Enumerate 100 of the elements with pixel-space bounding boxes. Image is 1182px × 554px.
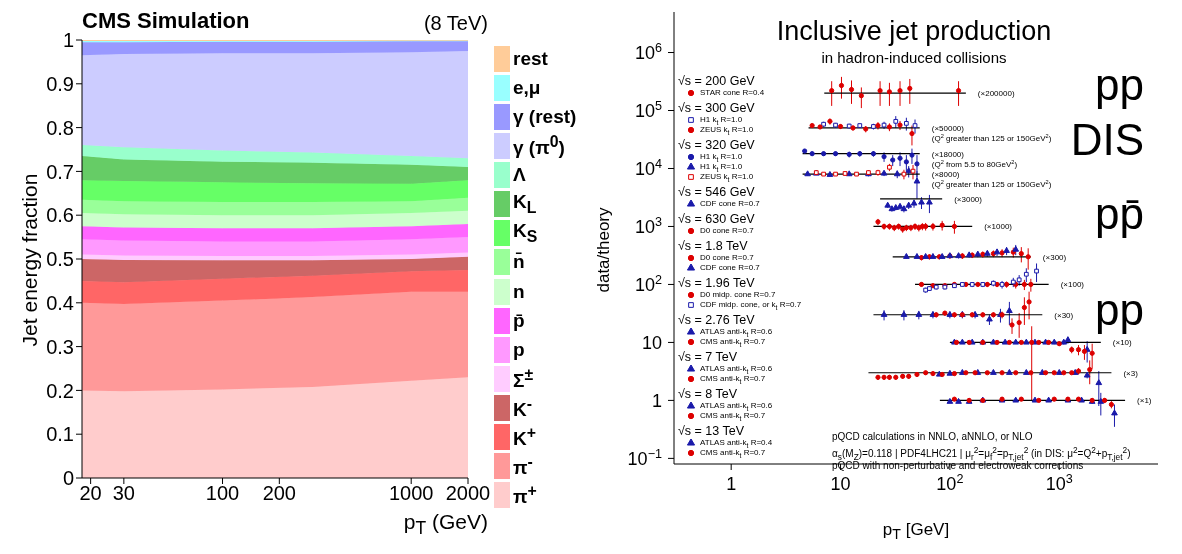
- annotation: (×100): [1060, 280, 1085, 290]
- x-tick-label: 30: [112, 482, 135, 505]
- legend-label: CDF cone R=0.7: [700, 263, 760, 272]
- annotation: (×200000): [977, 89, 1015, 99]
- y-tick-label: 0.2: [46, 379, 74, 402]
- annotation: (×3000): [954, 194, 983, 204]
- x-axis-title: p$_{T}$ [GeV]: [882, 520, 950, 543]
- legend-label: CMS anti-k$_{t}$ R=0.7: [700, 374, 766, 385]
- legend-label: CDF midp. cone, or k$_{t}$ R=0.7: [700, 300, 802, 311]
- annotation: √s = 1.8 TeV: [678, 239, 748, 253]
- y-tick-label: 0.6: [46, 204, 74, 227]
- y-tick-label: 0.5: [46, 248, 74, 271]
- legend-label: rest: [513, 48, 548, 70]
- annotation: (×30): [1054, 310, 1074, 320]
- x-tick-label: 10$^{3}$: [1045, 472, 1073, 494]
- y-tick-label: 10: [641, 332, 662, 353]
- chart-title: CMS Simulation: [82, 8, 250, 33]
- legend-label: K$_{L}$: [513, 191, 537, 218]
- annotation: (×18000) (Q$^{2}$ from 5.5 to 80GeV$^{2}$): [931, 149, 1018, 169]
- annotation: √s = 546 GeV: [678, 185, 755, 199]
- legend-label: ATLAS anti-k$_{t}$ R=0.6: [700, 401, 773, 412]
- legend-label: p: [513, 338, 525, 361]
- annotation: DIS: [1070, 115, 1144, 164]
- y-tick-label: 0.9: [46, 72, 74, 95]
- annotation: (×10): [1112, 338, 1133, 348]
- legend-label: CMS anti-k$_{t}$ R=0.7: [700, 411, 766, 422]
- x-tick-label: 20: [79, 482, 102, 505]
- annotation: √s = 13 TeV: [678, 424, 745, 438]
- x-tick-label: 100: [205, 482, 240, 505]
- x-tick-label: 2000: [445, 482, 491, 505]
- legend-label: n̄: [513, 251, 525, 274]
- legend-label: Σ$^{±}$: [513, 365, 534, 392]
- legend-label: D0 cone R=0.7: [700, 226, 754, 235]
- legend-label: e,μ: [513, 77, 541, 100]
- annotation: pQCD calculations in NNLO, aNNLO, or NLO: [832, 431, 1033, 442]
- annotation: (×50000) (Q$^{2}$ greater than 125 or 150GeV$^{2}$): [931, 123, 1052, 143]
- y-axis-title: data/theory: [594, 207, 613, 293]
- y-tick-label: 0: [62, 467, 74, 490]
- legend-label: n: [513, 280, 525, 303]
- legend-label: γ (π$^{0}$): [513, 133, 565, 160]
- legend-label: K$^{-}$: [513, 394, 533, 421]
- chart-title: Inclusive jet production: [776, 16, 1052, 46]
- y-tick-label: 10$^{5}$: [634, 98, 662, 121]
- x-tick-label: 1000: [388, 482, 434, 505]
- x-axis-title: p$_{T}$ (GeV): [403, 510, 488, 539]
- y-tick-label: 1: [62, 29, 74, 52]
- chart-subtitle: (8 TeV): [423, 12, 488, 34]
- y-tick-label: 10$^{−1}$: [627, 446, 662, 469]
- annotation: (×8000) (Q$^{2}$ greater than 125 or 150GeV$^{2}$): [931, 170, 1052, 190]
- annotation: √s = 7 TeV: [678, 350, 738, 364]
- legend-label: ATLAS anti-k$_{t}$ R=0.4: [700, 438, 773, 449]
- y-tick-label: 0.8: [46, 116, 74, 139]
- x-tick-label: 10: [830, 474, 851, 494]
- annotation: √s = 8 TeV: [678, 387, 738, 401]
- legend-label: Λ: [513, 164, 526, 187]
- annotation: (×3): [1123, 368, 1139, 378]
- legend-label: p̄: [513, 309, 525, 332]
- y-tick-label: 10$^{4}$: [634, 156, 662, 179]
- legend-label: ATLAS anti-k$_{t}$ R=0.6: [700, 327, 773, 338]
- annotation: pp: [1095, 60, 1144, 109]
- legend-label: π$^{+}$: [513, 481, 537, 509]
- annotation: √s = 300 GeV: [678, 101, 755, 115]
- legend-label: D0 cone R=0.7: [700, 253, 754, 262]
- y-tick-label: 10$^{6}$: [634, 40, 662, 63]
- annotation: pQCD with non-perturbative and electroweak corrections: [832, 460, 1084, 471]
- annotation: √s = 2.76 TeV: [678, 313, 755, 327]
- text: in hadron-induced collisions: [821, 49, 1007, 66]
- y-tick-label: 1: [651, 390, 662, 411]
- legend-label: ZEUS k$_{t}$ R=1.0: [700, 172, 754, 183]
- annotation: √s = 200 GeV: [678, 74, 755, 88]
- annotation: pp̄: [1095, 189, 1144, 238]
- y-tick-label: 10$^{3}$: [634, 214, 662, 237]
- legend-label: K$_{S}$: [513, 220, 538, 247]
- x-tick-label: 200: [262, 482, 296, 505]
- annotation: pp: [1095, 285, 1144, 334]
- annotation: (×1000): [984, 222, 1013, 232]
- legend-label: π$^{-}$: [513, 452, 533, 480]
- y-tick-label: 0.1: [46, 423, 74, 446]
- x-tick-label: 10$^{2}$: [936, 472, 964, 494]
- legend-label: CMS anti-k$_{t}$ R=0.7: [700, 448, 766, 459]
- legend-label: γ (rest): [513, 106, 577, 129]
- x-tick-label: 1: [726, 474, 737, 494]
- legend-label: ATLAS anti-k$_{t}$ R=0.6: [700, 364, 773, 375]
- annotation: √s = 320 GeV: [678, 138, 755, 152]
- y-tick-label: 10$^{2}$: [634, 272, 662, 295]
- y-tick-label: 0.3: [46, 335, 74, 358]
- y-axis-title: Jet energy fraction: [18, 173, 41, 347]
- annotation: (×1): [1137, 396, 1152, 406]
- y-tick-label: 0.4: [46, 291, 74, 314]
- legend-label: CDF cone R=0.7: [700, 199, 760, 208]
- legend-label: H1 k$_{t}$ R=1.0: [700, 152, 743, 163]
- annotation: √s = 630 GeV: [678, 212, 755, 226]
- legend-label: H1 k$_{t}$ R=1.0: [700, 115, 743, 126]
- legend-label: ZEUS k$_{t}$ R=1.0: [700, 125, 754, 136]
- legend-label: K$^{+}$: [513, 423, 536, 450]
- legend-label: D0 midp. cone R=0.7: [700, 290, 776, 299]
- legend-label: CMS anti-k$_{t}$ R=0.7: [700, 337, 766, 348]
- annotation: √s = 1.96 TeV: [678, 276, 755, 290]
- y-tick-label: 0.7: [46, 160, 74, 183]
- legend-label: H1 k$_{t}$ R=1.0: [700, 162, 743, 173]
